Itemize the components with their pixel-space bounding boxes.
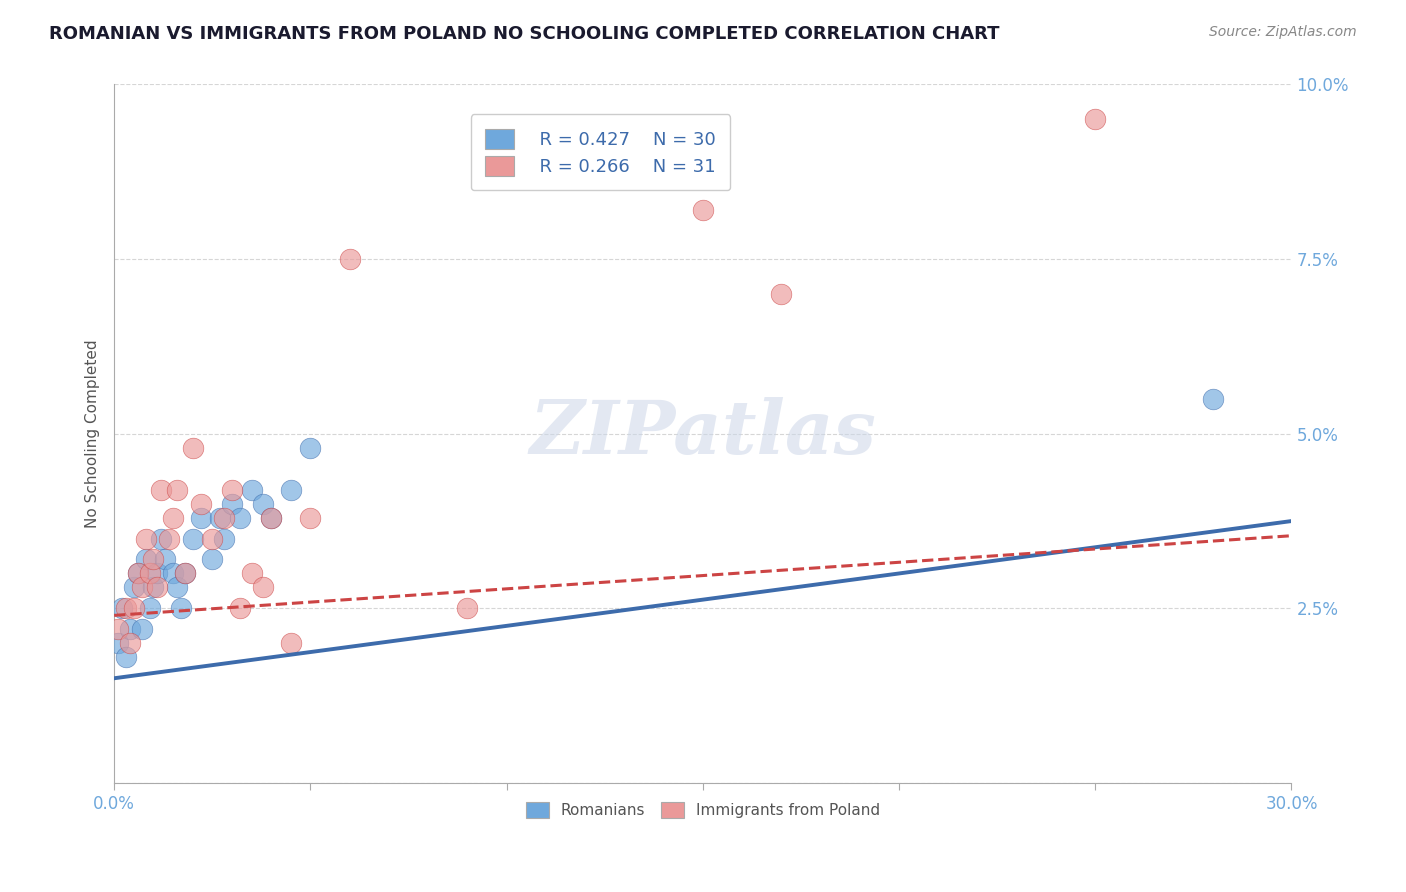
- Point: [181, 441, 204, 455]
- Point: [229, 510, 252, 524]
- Point: [138, 601, 160, 615]
- Point: [162, 566, 184, 581]
- Point: [280, 636, 302, 650]
- Point: [173, 566, 195, 581]
- Y-axis label: No Schooling Completed: No Schooling Completed: [86, 340, 100, 528]
- Point: [173, 566, 195, 581]
- Point: [252, 581, 274, 595]
- Point: [111, 601, 134, 615]
- Point: [190, 510, 212, 524]
- Point: [157, 532, 180, 546]
- Point: [107, 623, 129, 637]
- Point: [153, 552, 176, 566]
- Point: [229, 601, 252, 615]
- Point: [240, 566, 263, 581]
- Point: [150, 532, 173, 546]
- Point: [118, 623, 141, 637]
- Point: [221, 497, 243, 511]
- Point: [209, 510, 232, 524]
- Point: [166, 581, 188, 595]
- Point: [135, 552, 157, 566]
- Point: [115, 601, 138, 615]
- Point: [190, 497, 212, 511]
- Point: [162, 510, 184, 524]
- Text: Source: ZipAtlas.com: Source: ZipAtlas.com: [1209, 25, 1357, 39]
- Point: [212, 532, 235, 546]
- Point: [150, 483, 173, 497]
- Point: [122, 581, 145, 595]
- Point: [201, 532, 224, 546]
- Point: [146, 566, 169, 581]
- Point: [107, 636, 129, 650]
- Point: [1202, 392, 1225, 406]
- Point: [181, 532, 204, 546]
- Point: [127, 566, 149, 581]
- Point: [212, 510, 235, 524]
- Point: [166, 483, 188, 497]
- Point: [456, 601, 478, 615]
- Point: [260, 510, 283, 524]
- Legend: Romanians, Immigrants from Poland: Romanians, Immigrants from Poland: [520, 796, 886, 824]
- Point: [131, 623, 153, 637]
- Point: [135, 532, 157, 546]
- Point: [252, 497, 274, 511]
- Point: [122, 601, 145, 615]
- Point: [770, 287, 793, 301]
- Point: [131, 581, 153, 595]
- Point: [221, 483, 243, 497]
- Point: [339, 252, 361, 266]
- Point: [299, 441, 322, 455]
- Point: [115, 650, 138, 665]
- Point: [692, 203, 714, 218]
- Text: ROMANIAN VS IMMIGRANTS FROM POLAND NO SCHOOLING COMPLETED CORRELATION CHART: ROMANIAN VS IMMIGRANTS FROM POLAND NO SC…: [49, 25, 1000, 43]
- Point: [118, 636, 141, 650]
- Text: ZIPatlas: ZIPatlas: [530, 398, 876, 470]
- Point: [280, 483, 302, 497]
- Point: [142, 552, 165, 566]
- Point: [170, 601, 193, 615]
- Point: [146, 581, 169, 595]
- Point: [142, 581, 165, 595]
- Point: [138, 566, 160, 581]
- Point: [260, 510, 283, 524]
- Point: [201, 552, 224, 566]
- Point: [240, 483, 263, 497]
- Point: [127, 566, 149, 581]
- Point: [1084, 112, 1107, 127]
- Point: [299, 510, 322, 524]
